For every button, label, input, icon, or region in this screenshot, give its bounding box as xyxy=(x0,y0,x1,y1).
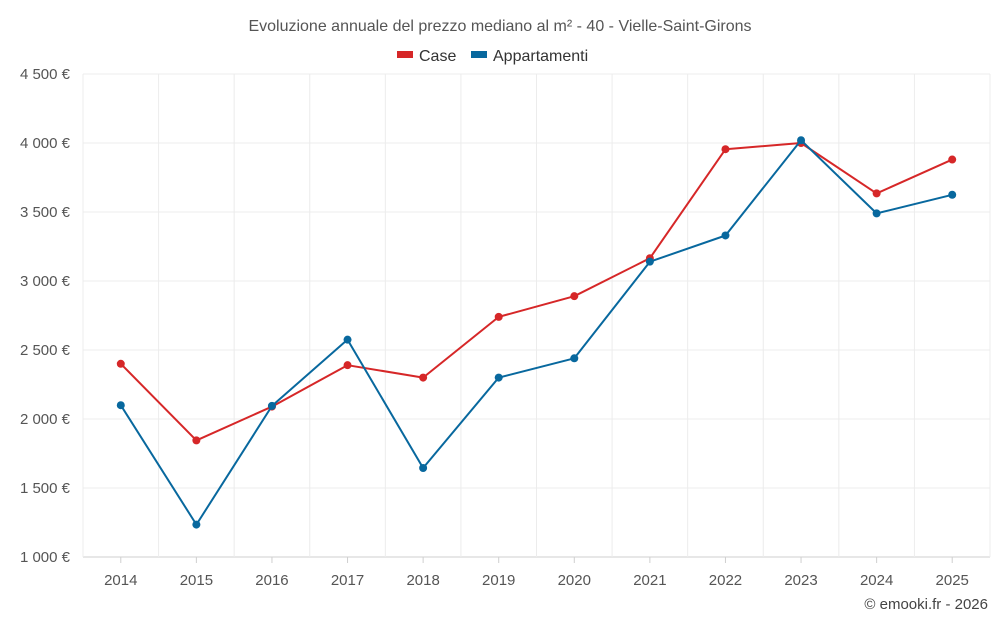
y-tick-label: 1 500 € xyxy=(20,480,71,497)
x-tick-label: 2021 xyxy=(633,572,666,589)
data-point-case-2020[interactable] xyxy=(570,292,579,301)
y-tick-label: 3 500 € xyxy=(20,204,71,221)
y-tick-label: 4 000 € xyxy=(20,135,71,152)
data-point-appartamenti-2017[interactable] xyxy=(343,335,352,344)
data-point-case-2024[interactable] xyxy=(872,189,881,198)
data-point-appartamenti-2016[interactable] xyxy=(267,401,276,410)
x-axis-ticks: 2014 2015 2016 2017 2018 2019 2020 2021 2022 2023… xyxy=(104,557,969,589)
y-axis-ticks: 1 000 € 1 500 € 2 000 € 2 500 € 3 000 € 3 500… xyxy=(20,66,71,566)
legend: Case Appartamenti xyxy=(397,48,588,65)
x-tick-label: 2025 xyxy=(936,572,969,589)
series xyxy=(116,136,957,529)
series-appartamenti xyxy=(116,136,957,529)
data-point-appartamenti-2025[interactable] xyxy=(948,190,957,199)
x-tick-label: 2023 xyxy=(784,572,817,589)
x-tick-label: 2016 xyxy=(255,572,288,589)
data-point-case-2014[interactable] xyxy=(116,359,125,368)
y-tick-label: 4 500 € xyxy=(20,66,71,83)
legend-label: Appartamenti xyxy=(493,48,588,65)
legend-swatch xyxy=(397,51,413,58)
data-point-case-2015[interactable] xyxy=(192,436,201,445)
data-point-appartamenti-2024[interactable] xyxy=(872,209,881,218)
x-tick-label: 2014 xyxy=(104,572,137,589)
legend-label: Case xyxy=(419,48,456,65)
legend-item-appartamenti[interactable]: Appartamenti xyxy=(471,48,588,65)
x-tick-label: 2018 xyxy=(406,572,439,589)
data-point-case-2019[interactable] xyxy=(494,312,503,321)
x-tick-label: 2022 xyxy=(709,572,742,589)
x-tick-label: 2019 xyxy=(482,572,515,589)
legend-item-case[interactable]: Case xyxy=(397,48,456,65)
data-point-appartamenti-2022[interactable] xyxy=(721,231,730,240)
y-tick-label: 3 000 € xyxy=(20,273,71,290)
data-point-appartamenti-2023[interactable] xyxy=(797,136,806,145)
data-point-appartamenti-2021[interactable] xyxy=(645,257,654,266)
x-tick-label: 2024 xyxy=(860,572,893,589)
data-point-appartamenti-2019[interactable] xyxy=(494,373,503,382)
credit-text: © emooki.fr - 2026 xyxy=(864,596,988,613)
x-tick-label: 2015 xyxy=(180,572,213,589)
grid xyxy=(82,73,991,558)
data-point-case-2022[interactable] xyxy=(721,145,730,154)
data-point-appartamenti-2014[interactable] xyxy=(116,401,125,410)
legend-swatch xyxy=(471,51,487,58)
chart-title: Evoluzione annuale del prezzo mediano al… xyxy=(248,18,751,35)
data-point-appartamenti-2015[interactable] xyxy=(192,520,201,529)
data-point-appartamenti-2018[interactable] xyxy=(419,463,428,472)
series-line-appartamenti xyxy=(119,139,953,526)
y-tick-label: 2 500 € xyxy=(20,342,71,359)
y-tick-label: 1 000 € xyxy=(20,549,71,566)
data-point-case-2025[interactable] xyxy=(948,155,957,164)
data-point-appartamenti-2020[interactable] xyxy=(570,354,579,363)
x-tick-label: 2020 xyxy=(558,572,591,589)
y-tick-label: 2 000 € xyxy=(20,411,71,428)
x-tick-label: 2017 xyxy=(331,572,364,589)
data-point-case-2018[interactable] xyxy=(419,373,428,382)
data-point-case-2017[interactable] xyxy=(343,361,352,370)
